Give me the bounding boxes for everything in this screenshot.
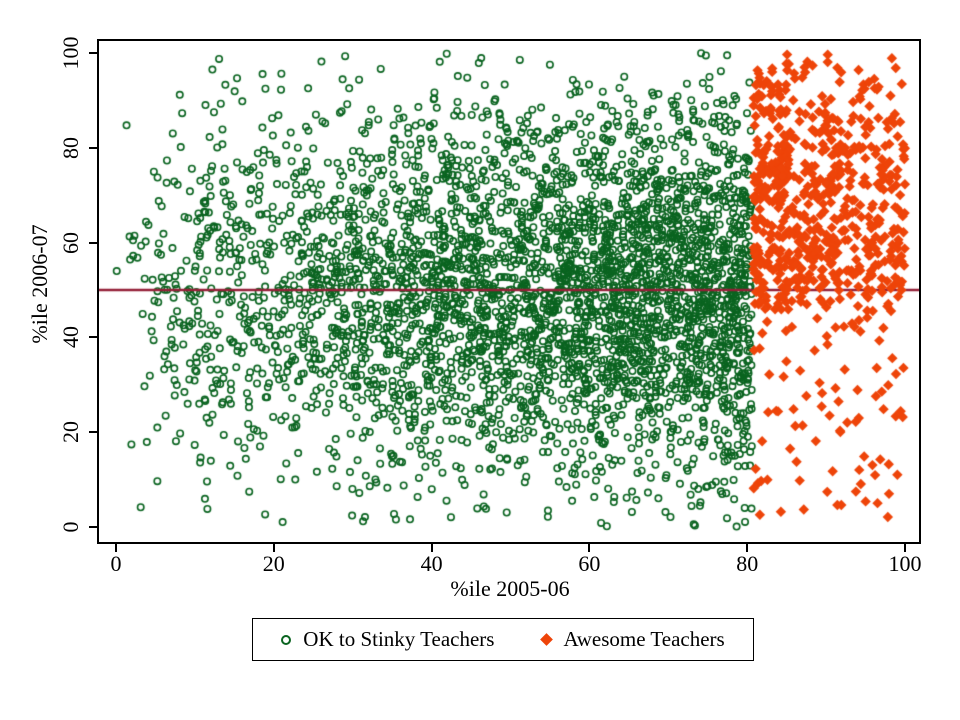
y-tick-label: 100 bbox=[58, 36, 83, 70]
y-tick-label: 40 bbox=[58, 326, 83, 349]
x-tick-label: 80 bbox=[736, 551, 759, 576]
y-tick-label: 0 bbox=[58, 521, 83, 533]
y-tick-mark bbox=[89, 431, 97, 434]
x-tick-label: 60 bbox=[578, 551, 601, 576]
x-tick-mark bbox=[272, 544, 275, 552]
y-tick-mark bbox=[89, 241, 97, 244]
x-tick-label: 0 bbox=[110, 551, 122, 576]
x-axis-title: %ile 2005-06 bbox=[450, 576, 570, 601]
open-circle-marker-icon bbox=[281, 634, 292, 645]
diamond-marker-icon bbox=[540, 633, 554, 646]
y-axis-title: %ile 2006-07 bbox=[27, 224, 52, 344]
x-tick-mark bbox=[746, 544, 749, 552]
x-tick-mark bbox=[904, 544, 906, 552]
legend-label: OK to Stinky Teachers bbox=[303, 627, 495, 651]
x-tick-label: 100 bbox=[888, 551, 922, 576]
x-tick-label: 20 bbox=[262, 551, 285, 576]
x-tick-mark bbox=[115, 544, 117, 552]
legend-item-awesome-teachers: Awesome Teachers bbox=[540, 627, 725, 652]
y-tick-label: 60 bbox=[58, 231, 83, 254]
x-tick-mark bbox=[588, 544, 591, 552]
legend: OK to Stinky Teachers Awesome Teachers bbox=[252, 618, 754, 661]
y-tick-label: 20 bbox=[58, 421, 83, 444]
legend-label: Awesome Teachers bbox=[563, 627, 725, 651]
plot-area bbox=[97, 39, 921, 544]
y-tick-mark bbox=[89, 146, 97, 149]
x-tick-mark bbox=[430, 544, 433, 552]
y-tick-label: 80 bbox=[58, 136, 83, 159]
x-tick-label: 40 bbox=[420, 551, 443, 576]
scatter-canvas bbox=[99, 41, 919, 542]
y-tick-mark bbox=[89, 336, 97, 339]
legend-item-ok-to-stinky-teachers: OK to Stinky Teachers bbox=[281, 627, 494, 652]
y-tick-mark bbox=[89, 526, 97, 528]
y-tick-mark bbox=[89, 52, 97, 54]
